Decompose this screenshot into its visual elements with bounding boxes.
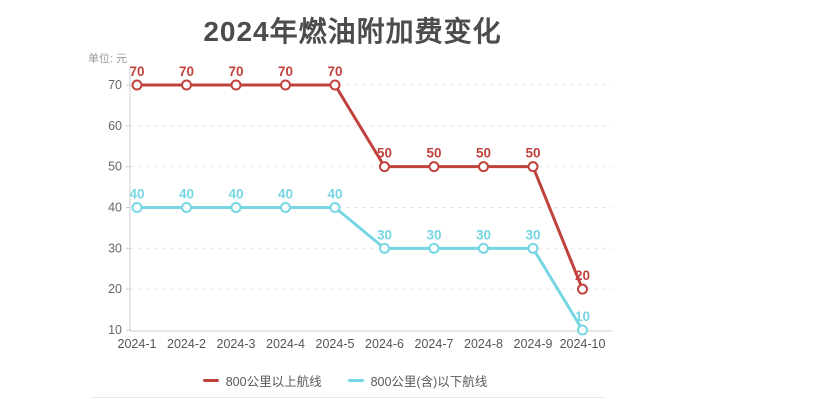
bottom-divider — [90, 397, 606, 398]
y-tick-label: 20 — [108, 282, 122, 296]
x-tick-label: 2024-7 — [415, 337, 454, 351]
point-marker — [131, 202, 143, 213]
x-tick-label: 2024-9 — [514, 337, 553, 351]
x-tick-label: 2024-10 — [560, 337, 606, 351]
y-tick-label: 40 — [108, 201, 122, 215]
legend-dash-red-icon — [202, 379, 219, 382]
x-tick-label: 2024-2 — [167, 337, 206, 351]
point-label: 30 — [426, 227, 441, 242]
point-label: 40 — [278, 187, 293, 202]
point-label: 50 — [426, 146, 441, 161]
point-marker — [577, 324, 588, 336]
legend: 800公里以上航线 800公里(含)以下航线 — [95, 371, 595, 390]
point-marker — [230, 79, 242, 91]
point-label: 70 — [278, 64, 293, 79]
point-marker — [280, 79, 291, 91]
legend-dash-cyan-icon — [347, 379, 364, 382]
point-label: 20 — [575, 268, 590, 283]
point-label: 30 — [525, 227, 540, 242]
point-label: 10 — [575, 309, 590, 324]
point-marker — [428, 161, 440, 173]
point-label: 50 — [525, 146, 540, 161]
x-tick-label: 2024-1 — [118, 337, 157, 351]
point-marker — [527, 242, 539, 254]
point-marker — [181, 79, 192, 91]
point-label: 70 — [327, 64, 342, 79]
point-label: 40 — [327, 187, 342, 202]
point-label: 40 — [129, 187, 144, 202]
point-label: 40 — [228, 187, 243, 202]
x-tick-label: 2024-6 — [365, 337, 404, 351]
series-line-0 — [135, 83, 584, 291]
point-label: 30 — [377, 227, 392, 242]
point-label: 50 — [476, 146, 491, 161]
point-marker — [478, 161, 489, 173]
y-tick-label: 70 — [108, 78, 122, 92]
point-marker — [329, 79, 341, 91]
point-marker — [577, 283, 588, 295]
legend-label-under-800km: 800公里(含)以下航线 — [370, 375, 488, 389]
point-label: 50 — [377, 146, 392, 161]
point-label: 70 — [129, 64, 144, 79]
y-tick-label: 60 — [108, 119, 122, 133]
legend-item-over-800km[interactable]: 800公里以上航线 — [202, 371, 322, 390]
series-line-1 — [135, 206, 584, 332]
y-tick-label: 50 — [108, 160, 122, 174]
point-marker — [527, 161, 539, 173]
y-tick-label: 10 — [108, 323, 122, 337]
point-label: 70 — [179, 64, 194, 79]
point-label: 40 — [179, 187, 194, 202]
point-marker — [379, 161, 390, 173]
legend-item-under-800km[interactable]: 800公里(含)以下航线 — [347, 371, 488, 390]
point-marker — [181, 202, 192, 213]
legend-label-over-800km: 800公里以上航线 — [225, 375, 322, 389]
point-marker — [131, 79, 143, 91]
point-marker — [230, 202, 242, 213]
point-label: 30 — [476, 227, 491, 242]
chart-title: 2024年燃油附加费变化 — [203, 16, 502, 47]
point-marker — [280, 202, 291, 213]
point-marker — [478, 242, 489, 254]
point-label: 70 — [228, 64, 243, 79]
point-marker — [329, 202, 341, 213]
point-marker — [379, 242, 390, 254]
x-tick-label: 2024-4 — [266, 337, 305, 351]
unit-label: 单位: 元 — [88, 53, 128, 65]
y-tick-label: 30 — [108, 241, 122, 255]
x-tick-label: 2024-3 — [217, 337, 256, 351]
x-tick-label: 2024-5 — [316, 337, 355, 351]
point-marker — [428, 242, 440, 254]
x-tick-label: 2024-8 — [464, 337, 503, 351]
